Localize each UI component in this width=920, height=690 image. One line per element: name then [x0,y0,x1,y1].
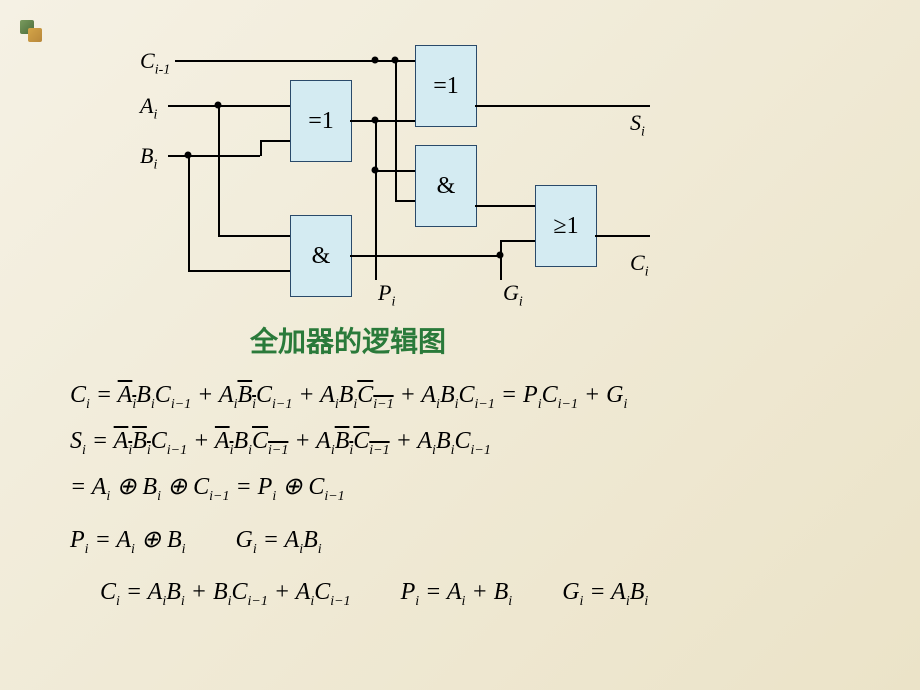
wire-b-v [260,140,262,156]
dot-p [372,117,379,124]
eq-si: Si = AiBiCi−1 + AiBiCi−1 + AiBiCi−1 + Ai… [70,422,870,462]
gate-xor2: =1 [415,45,477,127]
wire-c [595,235,650,237]
label-s: Si [630,110,645,140]
dot-p2 [372,167,379,174]
dot-cin2 [392,57,399,64]
eq-si2: = Ai ⊕ Bi ⊕ Ci−1 = Pi ⊕ Ci−1 [70,468,870,508]
wire-b-h [168,155,260,157]
label-c: Ci [630,250,649,280]
dot-a [215,102,222,109]
eq-pi: Pi = Ai ⊕ Bi [70,521,186,561]
label-p: Pi [378,280,395,310]
gate-and1: & [290,215,352,297]
wire-g-label [500,255,502,280]
wire-b-and [188,270,290,272]
eq-gi: Gi = AiBi [236,521,322,561]
wire-cin-down [395,60,397,200]
wire-g-h [350,255,500,257]
dot-cin1 [372,57,379,64]
gate-or1: ≥1 [535,185,597,267]
label-cin: Ci-1 [140,48,170,78]
wire-a-and [218,235,290,237]
slide-bullet [20,20,34,34]
wire-g-or [500,240,535,242]
eq-gi-alt: Gi = AiBi [562,573,648,613]
label-a: Ai [140,93,157,123]
wire-p-label [375,170,377,280]
gate-and2: & [415,145,477,227]
wire-and2-or [475,205,535,207]
wire-cin-and2 [395,200,415,202]
gate-xor1: =1 [290,80,352,162]
eq-pi-alt: Pi = Ai + Bi [401,573,513,613]
equations-block: Ci = AiBiCi−1 + AiBiCi−1 + AiBiCi−1 + Ai… [70,370,870,619]
full-adder-diagram: Ci-1 Ai Bi =1 =1 & & ≥1 Si Ci Pi [140,40,700,310]
wire-b-down [188,155,190,270]
dot-b [185,152,192,159]
eq-ci: Ci = AiBiCi−1 + AiBiCi−1 + AiBiCi−1 + Ai… [70,376,870,416]
wire-cin [175,60,415,62]
diagram-title: 全加器的逻辑图 [250,320,446,360]
wire-p-down [375,120,377,170]
label-g: Gi [503,280,523,310]
wire-b-to-xor [260,140,290,142]
eq-ci-alt: Ci = AiBi + BiCi−1 + AiCi−1 [100,573,351,613]
wire-s [475,105,650,107]
wire-p [350,120,415,122]
label-b: Bi [140,143,157,173]
wire-a-down [218,105,220,235]
wire-a [168,105,290,107]
dot-g [497,252,504,259]
